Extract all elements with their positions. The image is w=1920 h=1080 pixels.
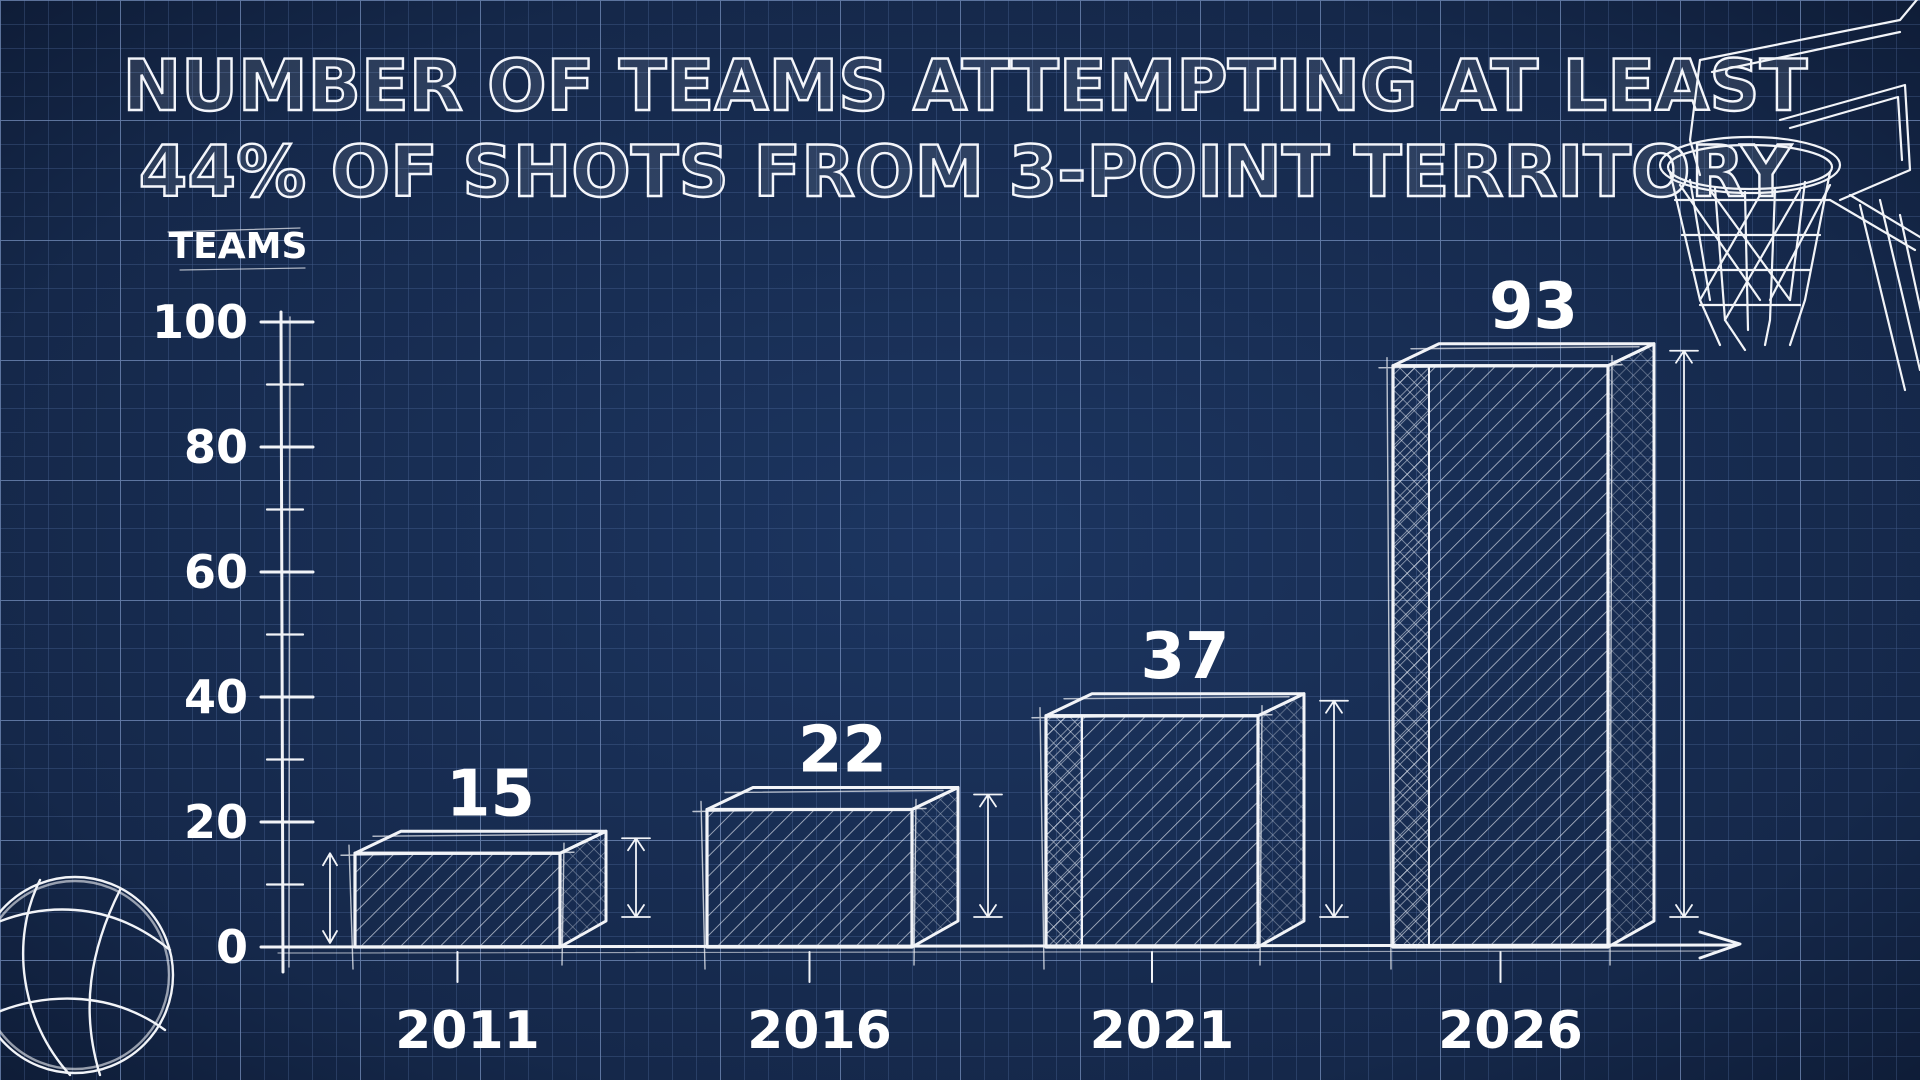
- bar-top-sketch: [1410, 346, 1640, 350]
- bar-dimension-arrow: [1319, 699, 1349, 918]
- y-axis-label: TEAMS: [169, 226, 308, 267]
- y-axis-line: [279, 310, 285, 974]
- bar: [340, 829, 651, 970]
- x-tick-label: 2016: [747, 1001, 892, 1061]
- bar-dimension-arrow: [621, 837, 651, 918]
- y-tick-label: 0: [216, 920, 248, 974]
- bar-sketch-lines: [692, 798, 927, 970]
- bar-side-fill: [1608, 343, 1654, 947]
- y-axis-label-underline: [167, 227, 306, 271]
- bar-side-fill: [912, 787, 958, 947]
- y-tick-label: 100: [152, 295, 248, 349]
- bar: [1378, 342, 1699, 970]
- x-axis-line-sketch: [277, 950, 1721, 954]
- x-tick-labels: 2011 2016 2021 2026: [395, 1001, 1583, 1061]
- y-tick-labels: 0 20 40 60 80 100: [152, 295, 248, 974]
- bar-top-sketch: [1063, 696, 1290, 700]
- basketball-icon: [0, 875, 175, 1077]
- title-line-2-fill: 44% OF SHOTS FROM 3-POINT TERRITORY: [139, 131, 1793, 213]
- title-line-1: NUMBER OF TEAMS ATTEMPTING AT LEAST: [123, 45, 1808, 127]
- bar-dimension-arrow: [973, 793, 1003, 918]
- bar-value-label: 22: [798, 714, 887, 788]
- y-tick-label: 80: [184, 420, 248, 474]
- bar: [692, 786, 1003, 970]
- bars: [340, 342, 1699, 970]
- y-tick-label: 20: [184, 795, 248, 849]
- bar-front-fill: [707, 809, 912, 947]
- bar-edge-hatch: [1393, 365, 1429, 947]
- bar-side-fill: [560, 831, 606, 947]
- bar-sketch-lines: [340, 842, 575, 970]
- value-labels: 15 22 37 93: [446, 270, 1578, 832]
- x-tick-label: 2026: [1438, 1001, 1583, 1061]
- x-tick-label: 2021: [1090, 1001, 1235, 1061]
- bar-dimension-arrow: [1669, 349, 1699, 918]
- left-dimension-arrow: [322, 852, 338, 944]
- bar-front-fill: [355, 853, 560, 947]
- basketball-hoop-icon: [1658, 0, 1920, 392]
- bar-top-sketch: [724, 789, 944, 794]
- bar-side-fill: [1258, 693, 1304, 947]
- bar-value-label: 93: [1489, 270, 1578, 344]
- title-line-1-fill: NUMBER OF TEAMS ATTEMPTING AT LEAST: [123, 45, 1808, 127]
- x-axis-arrow: [1698, 930, 1742, 960]
- x-tick-label: 2011: [395, 1001, 540, 1061]
- bar-value-label: 15: [446, 757, 535, 831]
- y-tick-label: 40: [184, 670, 248, 724]
- bar-top-sketch: [372, 833, 592, 837]
- y-tick-label: 60: [184, 545, 248, 599]
- chart-title: NUMBER OF TEAMS ATTEMPTING AT LEAST NUMB…: [121, 44, 1809, 214]
- bar-edge-hatch: [1046, 715, 1082, 947]
- bar: [1031, 692, 1349, 970]
- bar-value-label: 37: [1140, 620, 1229, 694]
- title-line-2: 44% OF SHOTS FROM 3-POINT TERRITORY: [139, 131, 1793, 213]
- y-axis-line-sketch: [288, 316, 291, 968]
